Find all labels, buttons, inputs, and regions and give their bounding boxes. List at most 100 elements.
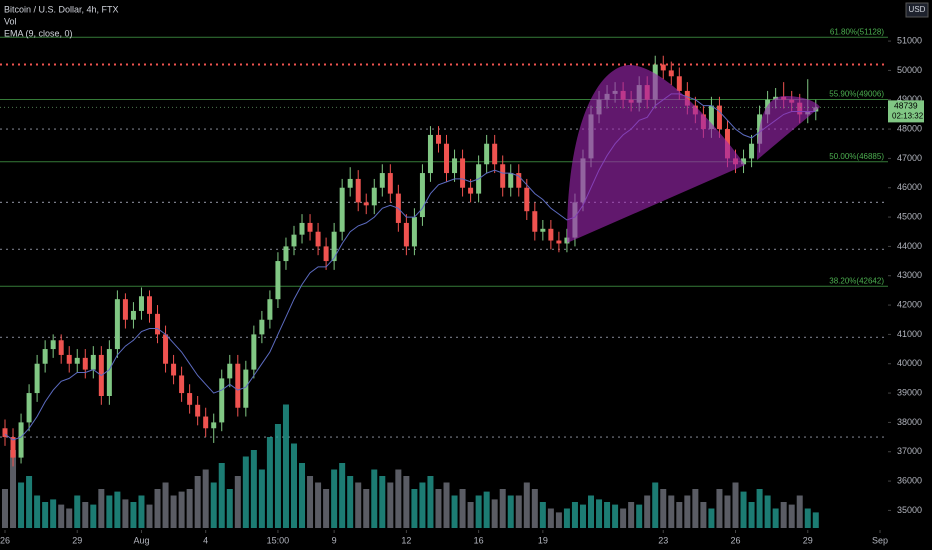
volume-bar <box>90 504 97 528</box>
volume-bar <box>756 489 763 528</box>
axis-layer: 35000 36000 37000 38000 39000 40000 41000 42000… <box>0 35 924 545</box>
volume-label: Vol <box>4 16 17 26</box>
candle-body <box>179 375 185 394</box>
volume-bar <box>339 463 346 528</box>
volume-bar <box>748 502 755 528</box>
volume-bar <box>531 489 538 528</box>
candle-body <box>355 178 361 203</box>
volume-bar <box>274 424 281 528</box>
candle-body <box>676 76 682 91</box>
volume-bar <box>106 495 113 528</box>
candle-body <box>66 354 72 364</box>
candle-body <box>331 231 337 262</box>
ema-label: EMA (9, close, 0) <box>4 28 73 38</box>
x-tick-label: 15:00 <box>267 535 290 545</box>
volume-bar <box>555 512 562 528</box>
candle-body <box>403 222 409 247</box>
candle-body <box>10 437 16 458</box>
cup-and-handle-drawing <box>566 65 820 243</box>
last-price-label: 48739 <box>894 101 918 111</box>
candle-body <box>708 105 714 130</box>
volume-bar <box>299 463 306 528</box>
candle-body <box>307 222 313 232</box>
volume-bar <box>138 495 145 528</box>
y-tick-label: 47000 <box>897 153 922 163</box>
candle-body <box>219 378 225 423</box>
candle-body <box>235 363 241 408</box>
volume-bar <box>178 491 185 528</box>
volume-bar <box>202 469 209 528</box>
volume-bar <box>146 504 153 528</box>
volume-bar <box>82 502 89 528</box>
candle-body <box>484 143 490 165</box>
volume-bar <box>42 502 49 528</box>
volume-bar <box>250 450 257 528</box>
x-tick-label: 26 <box>730 535 740 545</box>
volume-bar <box>419 482 426 528</box>
candle-body <box>684 90 690 106</box>
currency-label[interactable]: USD <box>909 5 926 14</box>
candle-body <box>251 334 257 370</box>
volume-bar <box>323 489 330 528</box>
volume-bar <box>772 508 779 528</box>
volume-bar <box>98 489 105 528</box>
y-tick-label: 44000 <box>897 241 922 251</box>
volume-bar <box>114 491 121 528</box>
candle-body <box>90 354 96 370</box>
candle-body <box>130 310 136 320</box>
x-tick-label: 23 <box>658 535 668 545</box>
volume-bar <box>363 489 370 528</box>
candle-body <box>419 173 425 218</box>
volume-bar <box>700 502 707 528</box>
candle-body <box>315 231 321 247</box>
candle-body <box>171 363 177 376</box>
candle-body <box>564 237 570 244</box>
volume-bar <box>122 499 129 528</box>
candle-body <box>122 299 128 320</box>
candle-body <box>2 428 8 438</box>
volume-bar <box>427 476 434 528</box>
volume-bar <box>628 502 635 528</box>
volume-bar <box>435 489 442 528</box>
volume-bar <box>403 476 410 528</box>
currency-box[interactable] <box>905 2 929 18</box>
volume-bar <box>660 489 667 528</box>
volume-bar <box>620 508 627 528</box>
candle-body <box>460 158 466 188</box>
candle-body <box>347 178 353 188</box>
y-tick-label: 38000 <box>897 417 922 427</box>
volume-bar <box>483 491 490 528</box>
volume-bar <box>579 504 586 528</box>
candle-body <box>299 222 305 235</box>
handle-shape <box>757 96 820 160</box>
candle-body <box>411 217 417 247</box>
volume-bar <box>588 495 595 528</box>
y-tick-label: 36000 <box>897 475 922 485</box>
volume-bar <box>371 469 378 528</box>
y-tick-label: 50000 <box>897 65 922 75</box>
candle-body <box>18 422 24 458</box>
candle-body <box>50 340 56 350</box>
y-tick-label: 48000 <box>897 123 922 133</box>
candle-body <box>516 173 522 188</box>
candle-body <box>363 202 369 206</box>
volume-bar <box>226 489 233 528</box>
volume-bar <box>764 495 771 528</box>
x-tick-label: Sep <box>872 535 888 545</box>
volume-bar <box>668 495 675 528</box>
volume-bar <box>804 508 811 528</box>
volume-bar <box>716 489 723 528</box>
volume-bar <box>387 482 394 528</box>
candle-body <box>267 299 273 320</box>
candle-body <box>371 187 377 206</box>
candle-body <box>211 422 217 429</box>
candle-body <box>540 228 546 232</box>
candle-body <box>187 393 193 405</box>
volume-bar <box>652 482 659 528</box>
x-tick-label: 19 <box>538 535 548 545</box>
x-tick-label: 12 <box>401 535 411 545</box>
candle-body <box>452 158 458 174</box>
candle-body <box>339 187 345 232</box>
